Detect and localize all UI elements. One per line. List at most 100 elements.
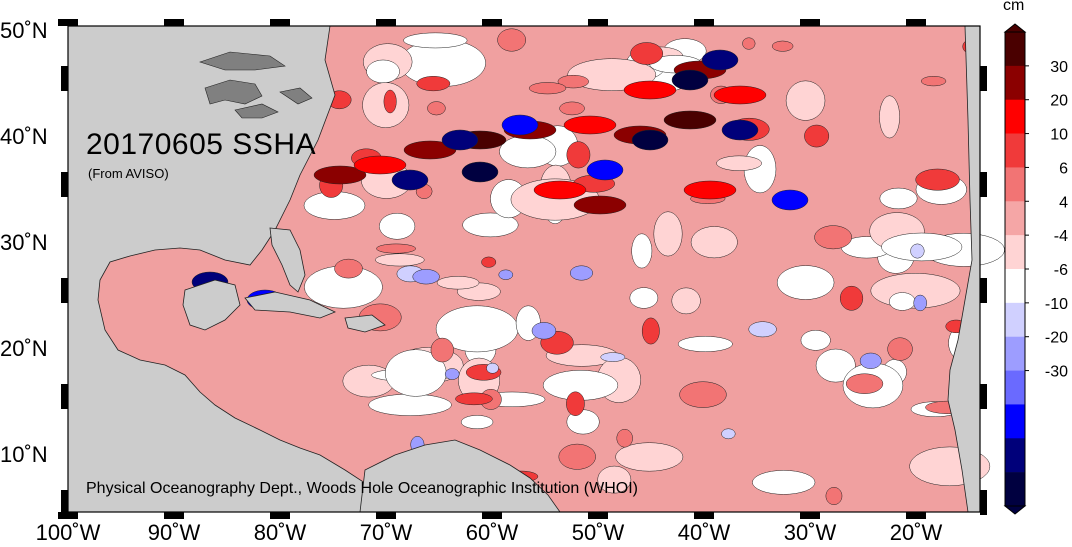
anomaly-patch: [879, 95, 900, 139]
colorbar-swatch: [1005, 167, 1025, 202]
anomaly-patch: [566, 391, 585, 416]
colorbar-tick-label: -4: [1054, 228, 1068, 245]
longitude-label: 60˚W: [466, 520, 519, 542]
anomaly-patch: [839, 285, 864, 311]
hispaniola-land: [344, 314, 386, 333]
anomaly-patch: [368, 393, 452, 416]
frame-tick: [906, 19, 926, 26]
anomaly-patch: [383, 89, 397, 114]
anomaly-patch: [776, 265, 835, 300]
anomaly-patch: [412, 269, 440, 285]
colorbar-swatch: [1005, 133, 1025, 168]
frame-tick: [61, 490, 68, 515]
anomaly-patch: [586, 159, 624, 181]
frame-tick: [980, 490, 987, 515]
anomaly-patch: [716, 155, 762, 171]
frame-tick: [61, 384, 68, 409]
anomaly-patch: [742, 37, 756, 50]
anomaly-patch: [889, 292, 916, 311]
longitude-label: 90˚W: [148, 520, 201, 542]
longitude-label: 50˚W: [572, 520, 625, 542]
credit-line: Physical Oceanography Dept., Woods Hole …: [86, 480, 638, 497]
colorbar-bottom-arrow: [1003, 505, 1027, 515]
frame-tick: [376, 19, 396, 26]
colorbar-tick-label: -6: [1054, 262, 1068, 279]
anomaly-patch: [910, 243, 925, 259]
colorbar-swatch: [1005, 438, 1025, 473]
anomaly-patch: [721, 428, 736, 440]
anomaly-patch: [597, 465, 632, 494]
frame-tick: [694, 19, 714, 26]
anomaly-patch: [677, 336, 733, 352]
colorbar-swatch: [1005, 302, 1025, 338]
anomaly-patch: [436, 276, 480, 290]
colorbar-tick-label: -30: [1045, 364, 1068, 381]
colorbar-top-arrow: [1003, 23, 1027, 33]
anomaly-patch: [557, 74, 589, 89]
frame-tick: [482, 19, 502, 26]
anomaly-patch: [528, 82, 567, 95]
frame-tick: [588, 512, 608, 519]
latitude-label: 40˚N: [0, 124, 48, 149]
frame-tick: [61, 66, 68, 91]
anomaly-patch: [460, 415, 494, 429]
anomaly-patch: [623, 80, 677, 100]
anomaly-patch: [531, 322, 557, 340]
yucatan-land: [182, 279, 241, 331]
anomaly-patch: [481, 256, 497, 268]
anomaly-patch: [771, 189, 809, 211]
colorbar-swatch: [1005, 201, 1025, 236]
colorbar-swatch: [1005, 472, 1025, 507]
anomaly-patch: [462, 212, 519, 238]
frame-tick: [694, 512, 714, 519]
frame-tick: [61, 278, 68, 303]
colorbar-tick-label: 6: [1059, 160, 1068, 177]
anomaly-patch: [771, 40, 794, 52]
land-masses: [67, 25, 981, 513]
anomaly-patch: [366, 59, 400, 84]
latitude-labels: 50˚N 40˚N 30˚N 20˚N 10˚N: [0, 18, 48, 467]
frame-tick: [270, 19, 290, 26]
anomaly-patch: [501, 114, 539, 136]
colorbar-tick-label: -20: [1045, 330, 1068, 347]
frame-tick: [376, 512, 396, 519]
latitude-label: 30˚N: [0, 230, 48, 255]
anomaly-patch: [713, 85, 767, 105]
frame-tick: [906, 512, 926, 519]
anomaly-patch: [814, 225, 853, 250]
south-america-land: [359, 439, 561, 513]
anomaly-patch: [629, 287, 659, 309]
longitude-label: 30˚W: [784, 520, 837, 542]
colorbar-swatch: [1005, 370, 1025, 405]
colorbar-swatch: [1005, 336, 1025, 371]
anomaly-patch: [441, 129, 479, 151]
anomaly-patch: [887, 337, 913, 361]
anomaly-patch: [558, 443, 596, 470]
map-title: 20170605 SSHA: [86, 128, 317, 161]
anomaly-patch: [444, 368, 460, 380]
frame-tick: [980, 66, 987, 91]
frame-tick: [58, 512, 78, 519]
frame-tick: [800, 512, 820, 519]
great-lakes: [199, 51, 313, 119]
anomaly-patch: [815, 348, 856, 383]
colorbar-tick-label: 4: [1059, 194, 1068, 211]
anomaly-patch: [920, 76, 947, 87]
anomaly-patch: [752, 470, 816, 495]
anomaly-patch: [573, 195, 627, 215]
anomaly-patch: [630, 42, 664, 65]
colorbar-tick-label: -10: [1045, 296, 1068, 313]
frame-tick: [800, 19, 820, 26]
map-subtitle: (From AVISO): [88, 166, 169, 181]
anomaly-patch: [859, 352, 882, 369]
anomaly-patch: [486, 362, 499, 374]
anomaly-patch: [683, 180, 737, 200]
anomaly-patch: [679, 381, 727, 408]
latitude-label: 50˚N: [0, 18, 48, 43]
anomaly-patch: [915, 168, 960, 191]
longitude-label: 20˚W: [890, 520, 943, 542]
longitude-label: 100˚W: [36, 520, 101, 542]
colorbar-swatch: [1005, 269, 1025, 304]
